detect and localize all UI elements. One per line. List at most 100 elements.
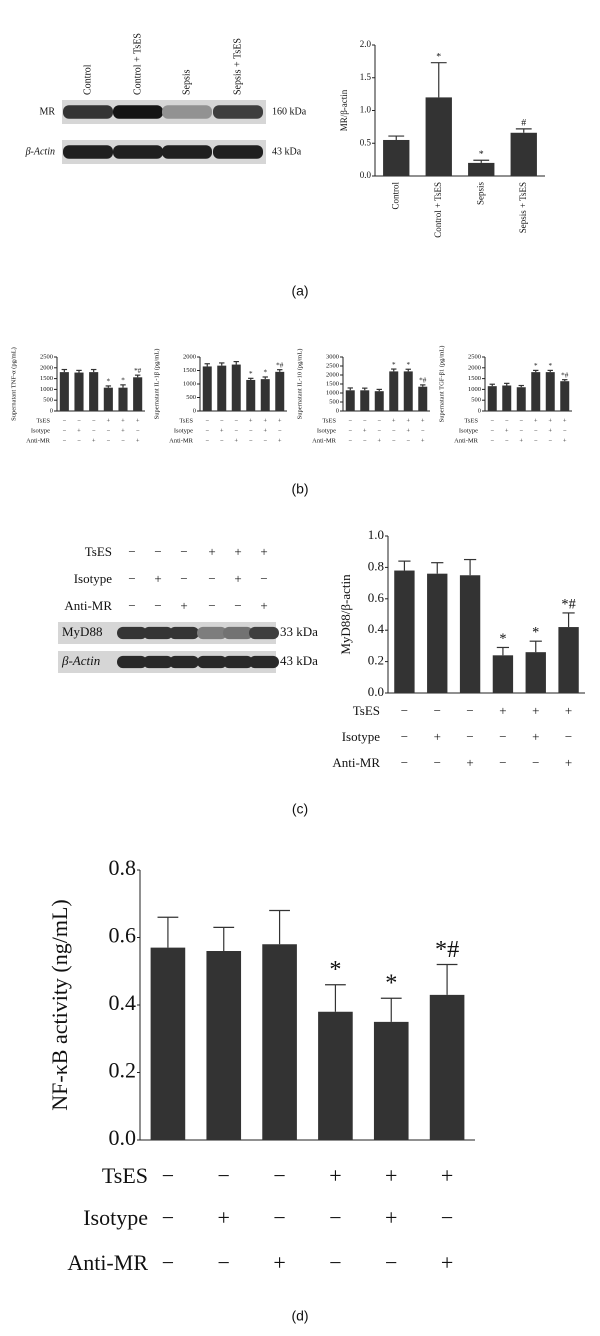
row-label: β-Actin [25,146,55,157]
condition-mark: + [218,1205,230,1230]
condition-mark: + [220,427,224,434]
y-tick-label: 500 [329,398,339,405]
bar [429,994,465,1140]
condition-mark: − [62,437,66,444]
bar [202,366,212,411]
condition-mark: − [534,427,538,434]
condition-name: Anti-MR [169,437,194,444]
condition-mark: − [441,1205,453,1230]
blot-band [213,145,263,159]
condition-mark: − [62,427,66,434]
condition-mark: − [421,427,425,434]
x-tick-label: Sepsis + TsES [518,182,528,233]
bar [275,371,285,411]
condition-mark: + [106,417,110,424]
condition-mark: − [519,417,523,424]
condition-mark: − [162,1205,174,1230]
bar [59,372,69,411]
condition-mark: + [565,703,572,718]
condition-mark: + [234,544,241,559]
blot-band [113,105,163,119]
y-tick-label: 0.0 [368,684,384,699]
condition-mark: + [534,417,538,424]
bar [89,372,99,411]
condition-mark: + [208,544,215,559]
condition-mark: − [205,437,209,444]
bar [531,372,541,411]
annotation: * [107,378,111,386]
condition-mark: − [278,427,282,434]
annotation: * [532,625,539,641]
bar [425,97,452,176]
bar [383,139,410,176]
condition-mark: + [77,427,81,434]
condition-mark: − [565,729,572,744]
condition-mark: − [121,437,125,444]
condition-mark: + [121,417,125,424]
condition-name: Anti-MR [332,755,380,770]
condition-mark: − [273,1163,285,1188]
bar [360,390,370,411]
annotation: * [121,377,125,385]
condition-name: Anti-MR [312,437,337,444]
condition-mark: − [128,544,135,559]
condition-mark: − [406,437,410,444]
y-tick-label: 0 [478,407,481,414]
condition-mark: + [234,571,241,586]
annotation: * [548,362,552,370]
condition-name: Isotype [174,427,193,434]
lane-label: Sepsis + TsES [232,38,243,95]
bar [468,162,495,176]
blot-band [63,145,113,159]
y-tick-label: 2500 [326,362,339,369]
condition-mark: − [218,1250,230,1275]
condition-mark: + [260,598,267,613]
bar [525,652,546,693]
condition-mark: − [208,598,215,613]
condition-mark: − [220,417,224,424]
condition-mark: − [392,437,396,444]
condition-mark: + [532,729,539,744]
bar [318,1011,353,1140]
blot-band [197,655,227,669]
y-tick-label: 500 [43,397,53,404]
bar [74,372,84,411]
lane-label: Control + TsES [132,33,143,95]
bar [150,947,186,1140]
y-axis-label: Supernatant IL-1β (pg/mL) [153,349,160,420]
condition-mark: − [220,437,224,444]
bar [103,387,113,411]
blot-band [169,626,199,640]
blot-band [213,105,263,119]
bar [492,655,514,693]
size-label: 43 kDa [280,653,318,668]
bar [487,386,497,411]
condition-mark: − [62,417,66,424]
bar [510,132,537,176]
y-tick-label: 0.0 [109,1125,137,1150]
blot-band [143,655,173,669]
condition-mark: + [273,1250,285,1275]
condition-mark: + [441,1250,453,1275]
condition-name: TsES [36,417,50,424]
condition-mark: − [563,427,567,434]
condition-mark: − [273,1205,285,1230]
condition-mark: − [466,729,473,744]
y-tick-label: 1.0 [368,527,384,542]
condition-name: Anti-MR [454,437,479,444]
condition-mark: + [263,427,267,434]
condition-mark: − [505,417,509,424]
condition-mark: − [234,427,238,434]
y-tick-label: 2000 [40,364,53,371]
condition-name: Isotype [459,427,478,434]
condition-mark: − [234,417,238,424]
condition-mark: − [519,427,523,434]
y-tick-label: 500 [186,394,196,401]
condition-mark: − [401,729,408,744]
condition-mark: − [106,437,110,444]
bar [545,372,555,411]
condition-mark: − [77,437,81,444]
bar [133,377,143,411]
y-axis-label: Supernatant TNF-α (pg/mL) [10,347,17,421]
condition-mark: − [490,427,494,434]
